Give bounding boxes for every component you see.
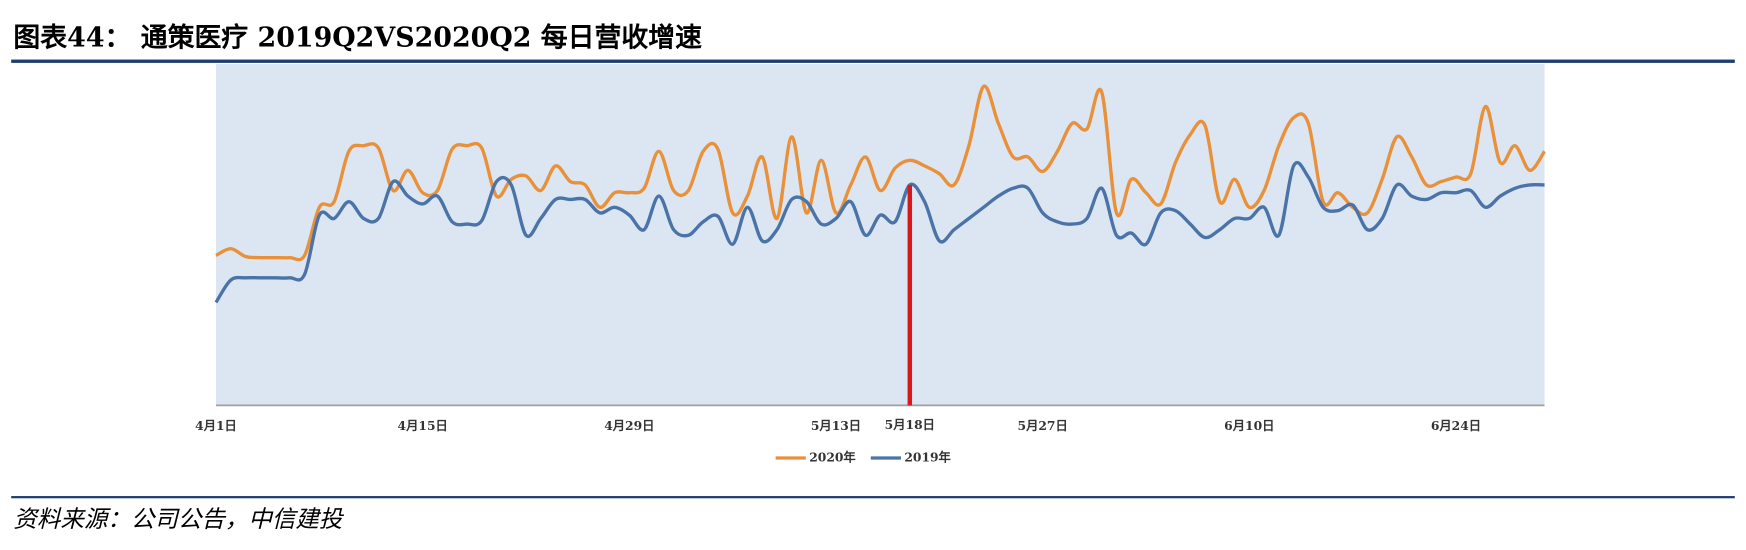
x-tick-label: 4月1日 [195, 418, 237, 433]
x-tick-label: 5月13日 [811, 418, 861, 433]
x-tick-label: 4月15日 [398, 418, 448, 433]
footer-rule [11, 496, 1735, 499]
x-tick-label: 5月18日 [885, 417, 935, 432]
x-tick-label: 6月24日 [1431, 418, 1481, 433]
series-line [215, 84, 1546, 262]
series-line [214, 160, 1545, 304]
plot-area [216, 64, 1545, 406]
x-tick-label: 5月27日 [1018, 418, 1068, 433]
legend-label: 2020年 [809, 449, 856, 464]
legend-label: 2019年 [904, 449, 951, 464]
x-tick-label: 6月10日 [1224, 418, 1274, 433]
source: 资料来源：公司公告，中信建投 [13, 505, 344, 533]
x-tick-label: 4月29日 [604, 418, 654, 433]
title-rule [11, 59, 1735, 63]
chart-title: 图表44： 通策医疗 2019Q2VS2020Q2 每日营收增速 [13, 21, 702, 53]
